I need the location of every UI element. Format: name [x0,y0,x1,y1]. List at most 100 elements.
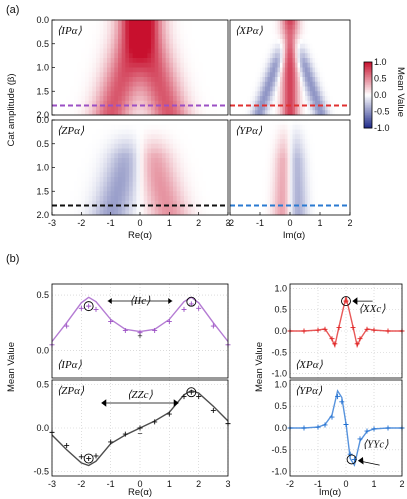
heatmap-cell [209,29,214,35]
heatmap-cell [92,39,97,45]
colorbar-segment [364,119,372,122]
heatmap-cell [255,191,258,197]
heatmap-cell [52,105,57,111]
x-tick-label: 0 [343,479,348,489]
heatmap-cell [180,191,185,197]
heatmap-cell [242,139,246,145]
heatmap-cell [74,134,79,140]
heatmap-cell [88,58,93,64]
heatmap-cell [202,62,207,68]
heatmap-cell [140,172,145,178]
heatmap-cell [85,124,90,130]
heatmap-cell [85,48,90,54]
heatmap-cell [162,181,167,187]
heatmap-cell [88,129,93,135]
heatmap-cell [240,96,243,102]
heatmap-cell [235,100,238,106]
heatmap-cell [262,100,266,106]
heatmap-cell [252,77,256,83]
heatmap-cell [250,162,253,168]
heatmap-cell [310,181,313,187]
heatmap-cell [206,162,211,168]
heatmap-cell [260,62,263,68]
heatmap-cell [191,91,196,97]
heatmap-cell [129,58,134,64]
heatmap-cell [272,20,276,26]
y-tick-label: 0.0 [36,423,49,433]
heatmap-cell [267,105,271,111]
heatmap-cell [191,162,196,168]
heatmap-cell [118,134,123,140]
heatmap-cell [290,172,293,178]
heatmap-cell [162,48,167,54]
heatmap-cell [322,20,326,26]
heatmap-cell [345,158,348,164]
heatmap-cell [295,124,298,130]
heatmap-cell [285,177,288,183]
heatmap-cell [125,24,130,30]
heatmap-cell [327,181,331,187]
heatmap-cell [297,29,301,35]
heatmap-cell [332,124,336,130]
heatmap-cell [140,67,145,73]
heatmap-cell [252,20,256,26]
heatmap-cell [285,24,288,30]
heatmap-cell [252,91,256,97]
x-tick-label: 2 [347,218,352,228]
heatmap-cell [330,191,333,197]
heatmap-cell [169,181,174,187]
heatmap-cell [70,100,75,106]
heatmap-cell [114,129,119,135]
heatmap-cell [224,205,229,211]
heatmap-cell [282,67,286,73]
heatmap-cell [77,186,82,192]
heatmap-cell [213,129,218,135]
heatmap-cell [176,200,181,206]
heatmap-cell [270,181,273,187]
heatmap-cell [206,143,211,149]
heatmap-cell [85,91,90,97]
heatmap-cell [224,77,229,83]
heatmap-cell [162,172,167,178]
heatmap-cell [169,143,174,149]
heatmap-cell [88,53,93,59]
heatmap-cell [252,148,256,154]
heatmap-cell [132,205,137,211]
heatmap-cell [270,153,273,159]
heatmap-cell [335,105,338,111]
heatmap-cell [327,177,331,183]
heatmap-cell [320,24,323,30]
heatmap-cell [305,58,308,64]
heatmap-cell [295,191,298,197]
heatmap-cell [176,172,181,178]
heatmap-cell [217,186,222,192]
y-tick-label: 1.5 [36,186,49,196]
heatmap-cell [342,167,346,173]
heatmap-cell [118,110,123,116]
heatmap-cell [277,186,281,192]
heatmap-cell [237,129,241,135]
measured-point [64,442,70,448]
heatmap-cell [327,72,331,78]
heatmap-cell [300,77,303,83]
heatmap-cell [340,191,343,197]
heatmap-cell [340,172,343,178]
heatmap-cell [224,181,229,187]
heatmap-cell [158,96,163,102]
heatmap-cell [237,110,241,116]
heatmap-cell [257,134,261,140]
heatmap-cell [245,20,248,26]
heatmap-cell [129,162,134,168]
heatmap-cell [290,53,293,59]
heatmap-cell [335,143,338,149]
heatmap-cell [247,120,251,126]
heatmap-cell [262,67,266,73]
lineplot-xlabel-right: Im(α) [319,487,341,498]
heatmap-cell [275,100,278,106]
heatmap-cell [275,124,278,130]
heatmap-cell [270,81,273,87]
heatmap-cell [110,34,115,40]
heatmap-cell [143,191,148,197]
heatmap-cell [59,200,64,206]
heatmap-cell [158,158,163,164]
